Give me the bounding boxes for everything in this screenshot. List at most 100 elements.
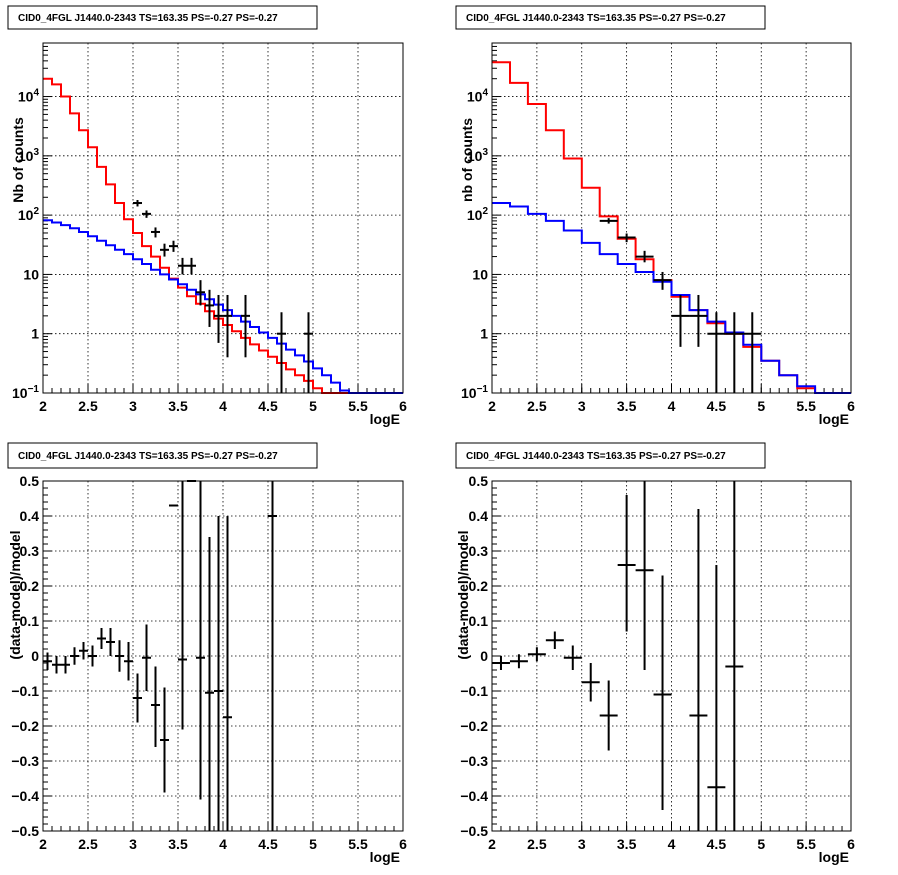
panel-bottom-right-residuals: CID0_4FGL J1440.0-2343 TS=163.35 PS=-0.2… <box>455 442 855 865</box>
x-axis-label: logE <box>819 411 849 427</box>
x-tick-label: 5.5 <box>796 836 816 852</box>
plot-frame <box>491 480 852 832</box>
x-tick-label: 3.5 <box>617 836 637 852</box>
plot-area: 2 2.5 3 3.5 4 4.5 5 5.5 6 −0.5 −0.4 −0.3 −0.2 −0.1 0 0.… <box>11 473 407 852</box>
series-line-1 <box>492 202 851 394</box>
x-tick-label: 5.5 <box>348 398 368 414</box>
x-tick-label: 3 <box>129 398 137 414</box>
y-tick-label: −0.3 <box>460 753 488 769</box>
x-tick-label: 3.5 <box>168 398 188 414</box>
x-tick-label: 3 <box>578 398 586 414</box>
x-tick-label: 5.5 <box>348 836 368 852</box>
x-tick-label: 2 <box>488 836 496 852</box>
x-axis-label: logE <box>819 849 849 865</box>
y-tick-label: 0.5 <box>469 473 489 489</box>
x-tick-label: 6 <box>399 398 407 414</box>
x-tick-label: 2 <box>39 398 47 414</box>
plot-area: 2 2.5 3 3.5 4 4.5 5 5.5 6 −0.5 −0.4 −0.3 −0.2 −0.1 0 0.… <box>460 473 855 852</box>
y-tick-label: −0.2 <box>11 718 39 734</box>
x-axis-label: logE <box>370 411 400 427</box>
chart-title: CID0_4FGL J1440.0-2343 TS=163.35 PS=-0.2… <box>466 451 726 462</box>
x-tick-label: 5.5 <box>796 398 816 414</box>
y-axis-label: nb of counts <box>459 118 475 202</box>
y-tick-label: 1 <box>480 326 488 342</box>
x-tick-label: 4.5 <box>707 836 727 852</box>
x-tick-label: 6 <box>847 836 855 852</box>
y-tick-label: 0.1 <box>469 613 489 629</box>
chart-title: CID0_4FGL J1440.0-2343 TS=163.35 PS=-0.2… <box>18 13 278 24</box>
x-tick-label: 2 <box>39 836 47 852</box>
x-tick-label: 4 <box>219 398 227 414</box>
y-tick-label: −0.3 <box>11 753 39 769</box>
x-tick-label: 4.5 <box>258 836 278 852</box>
x-tick-label: 3.5 <box>617 398 637 414</box>
y-tick-label: 104 <box>467 88 489 105</box>
plot-frame <box>42 42 404 394</box>
y-tick-label: 0.4 <box>469 508 489 524</box>
y-tick-label: 0.5 <box>20 473 40 489</box>
x-tick-label: 5 <box>757 836 765 852</box>
y-axis-label: (data-model)/model <box>7 530 23 659</box>
y-tick-label: 103 <box>18 147 40 164</box>
x-tick-label: 6 <box>847 398 855 414</box>
y-tick-label: −0.1 <box>460 683 488 699</box>
x-tick-label: 3.5 <box>168 836 188 852</box>
y-tick-label: 10 <box>23 266 39 282</box>
y-tick-label: −0.1 <box>11 683 39 699</box>
plot-frame <box>42 480 404 832</box>
series-line-0 <box>43 77 403 394</box>
title-box <box>455 5 766 30</box>
x-tick-label: 2.5 <box>527 836 547 852</box>
y-tick-label: 0.4 <box>20 508 40 524</box>
y-tick-label: 102 <box>18 206 40 223</box>
x-tick-label: 3 <box>129 836 137 852</box>
chart-title: CID0_4FGL J1440.0-2343 TS=163.35 PS=-0.2… <box>18 451 278 462</box>
chart-title: CID0_4FGL J1440.0-2343 TS=163.35 PS=-0.2… <box>466 13 726 24</box>
y-tick-label: 0.1 <box>20 613 40 629</box>
x-tick-label: 4.5 <box>707 398 727 414</box>
x-tick-label: 2.5 <box>527 398 547 414</box>
y-tick-label: 10 <box>472 266 488 282</box>
plot-frame <box>491 42 852 394</box>
panel-top-right-counts: CID0_4FGL J1440.0-2343 TS=163.35 PS=-0.2… <box>455 5 855 427</box>
y-tick-label: 0.3 <box>469 543 489 559</box>
panel-bottom-left-residuals: CID0_4FGL J1440.0-2343 TS=163.35 PS=-0.2… <box>7 442 407 865</box>
y-tick-label: 0 <box>480 648 488 664</box>
y-tick-label: 0 <box>31 648 39 664</box>
title-box <box>7 442 318 469</box>
x-tick-label: 4.5 <box>258 398 278 414</box>
panel-top-left-counts: CID0_4FGL J1440.0-2343 TS=163.35 PS=-0.2… <box>7 5 407 427</box>
y-tick-label: −0.5 <box>11 823 39 839</box>
y-tick-label: −0.4 <box>11 788 39 804</box>
x-tick-label: 6 <box>399 836 407 852</box>
y-tick-label: 0.2 <box>20 578 40 594</box>
x-tick-label: 4 <box>219 836 227 852</box>
y-tick-label: 10−1 <box>12 384 39 401</box>
series-line-1 <box>43 219 403 394</box>
x-tick-label: 5 <box>309 398 317 414</box>
x-tick-label: 4 <box>668 836 676 852</box>
y-tick-label: −0.5 <box>460 823 488 839</box>
x-tick-label: 4 <box>668 398 676 414</box>
plot-area: 2 2.5 3 3.5 4 4.5 5 5.5 6 10−1 1 10 102 103 104 <box>461 42 855 414</box>
x-tick-label: 3 <box>578 836 586 852</box>
y-tick-label: 103 <box>467 147 489 164</box>
title-box <box>7 5 318 30</box>
y-tick-label: 102 <box>467 206 489 223</box>
y-tick-label: −0.4 <box>460 788 488 804</box>
plot-area: 2 2.5 3 3.5 4 4.5 5 5.5 6 10−1 1 10 102 103 104 <box>12 42 407 414</box>
x-axis-label: logE <box>370 849 400 865</box>
x-tick-label: 2.5 <box>78 398 98 414</box>
y-tick-label: 1 <box>31 326 39 342</box>
y-axis-label: (data-model)/model <box>455 530 471 659</box>
y-tick-label: 104 <box>18 88 40 105</box>
y-axis-label: Nb of counts <box>10 117 26 203</box>
y-tick-label: 0.3 <box>20 543 40 559</box>
y-tick-label: 10−1 <box>461 384 488 401</box>
x-tick-label: 5 <box>309 836 317 852</box>
y-tick-label: −0.2 <box>460 718 488 734</box>
x-tick-label: 2 <box>488 398 496 414</box>
title-box <box>455 442 766 469</box>
x-tick-label: 2.5 <box>78 836 98 852</box>
